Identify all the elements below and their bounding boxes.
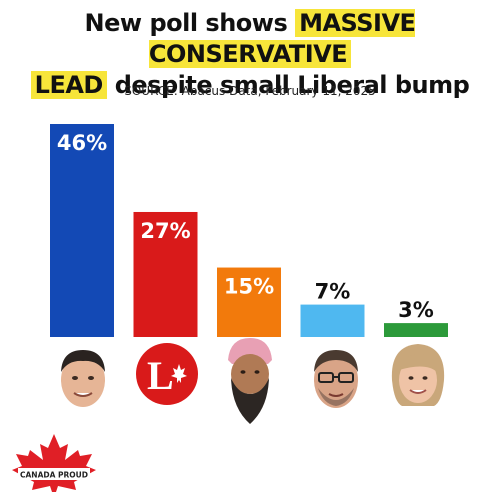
value-label: 27% [140,219,190,243]
canada-proud-maple-leaf-icon: CANADA PROUD [12,434,96,492]
liberal-logo-icon: L [136,343,198,405]
canada-proud-logo-text: CANADA PROUD [20,471,88,480]
svg-text:L: L [147,353,174,398]
singh-portrait-icon [228,338,272,424]
bar-conservative [50,124,114,337]
value-label: 15% [224,275,274,299]
value-label: 7% [315,280,351,304]
bar-green [384,323,448,337]
poilievre-portrait-icon [61,350,105,407]
headline-line-1: New poll shows MASSIVE CONSERVATIVE [0,8,500,70]
may-portrait-icon [391,344,445,406]
bar-ndp [217,267,281,337]
value-label: 3% [398,298,434,322]
headline-text-1a: New poll shows [84,9,296,37]
headline-highlight-2: LEAD [30,71,107,99]
bar-liberal [133,211,198,337]
headline-line-2: LEAD despite small Liberal bump [0,70,500,101]
source-note: SOURCE: Abacus Data, February 11, 2025 [124,84,376,98]
bar-bloc-qu-b-cois [300,304,365,337]
headline: New poll shows MASSIVE CONSERVATIVE LEAD… [0,8,500,101]
blanchet-portrait-icon [314,350,358,408]
headline-text-2b: despite small Liberal bump [106,71,470,99]
value-label: 46% [57,131,107,155]
